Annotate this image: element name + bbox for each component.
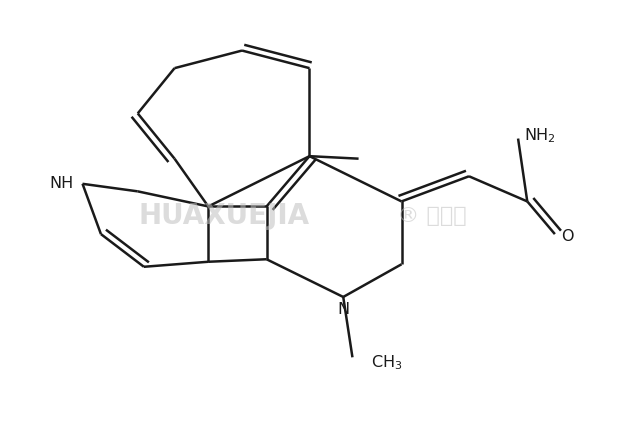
Text: HUAXUEJIA: HUAXUEJIA [138,203,309,230]
Text: ® 化学加: ® 化学加 [397,207,467,226]
Text: O: O [561,229,574,244]
Text: NH: NH [49,176,73,191]
Text: N: N [337,302,349,317]
Text: CH$_3$: CH$_3$ [371,353,402,372]
Text: NH$_2$: NH$_2$ [524,127,556,145]
